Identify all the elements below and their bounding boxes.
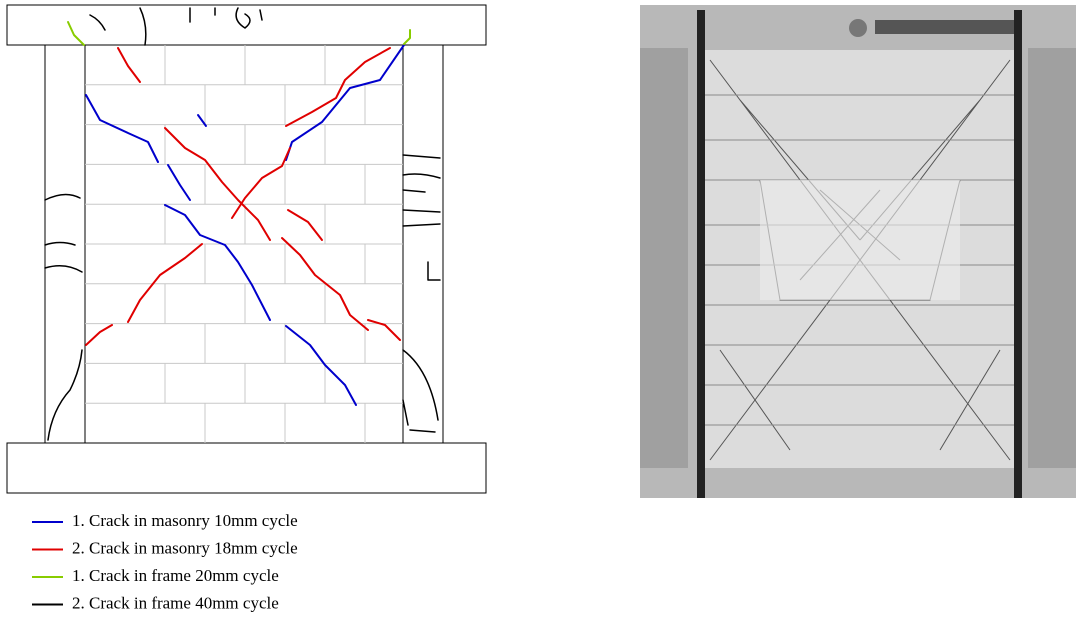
crack [67,21,85,46]
column-crack [44,193,83,441]
frame-drawing [6,4,487,494]
cracks-20mm [67,21,411,46]
photo-rod [697,10,705,498]
crack [117,47,141,83]
masonry-grid [85,45,403,443]
crack [367,319,401,341]
right-column [402,44,444,444]
frame-cracks [44,7,441,441]
crack [231,147,291,219]
crack [85,94,159,163]
crack [285,47,391,127]
crack [164,204,271,321]
crack [197,114,207,127]
column-crack [402,154,441,433]
legend-label: 1. Crack in frame 20mm cycle [72,566,279,585]
photo-sensor [849,19,867,37]
crack [167,164,191,201]
photo-rod [1014,10,1022,498]
cracks-18mm [85,47,401,346]
photo-bar [875,20,1014,34]
crack [285,325,357,406]
photo [640,5,1076,498]
crack [287,209,323,241]
bottom-beam [6,442,487,494]
legend-label: 1. Crack in masonry 10mm cycle [72,511,298,530]
beam-crack [89,7,263,46]
crack [164,127,271,241]
photo-column [1028,48,1076,468]
legend-label: 2. Crack in masonry 18mm cycle [72,538,298,557]
photo-column [640,48,688,468]
crack [85,243,203,346]
legend-label: 2. Crack in frame 40mm cycle [72,593,279,612]
top-beam [6,4,487,46]
photo-damage [760,180,960,300]
crack [281,237,369,331]
crack [403,29,411,45]
cracks-10mm [85,44,405,406]
crack [285,44,405,161]
legend: 1. Crack in masonry 10mm cycle 2. Crack i… [32,511,298,612]
